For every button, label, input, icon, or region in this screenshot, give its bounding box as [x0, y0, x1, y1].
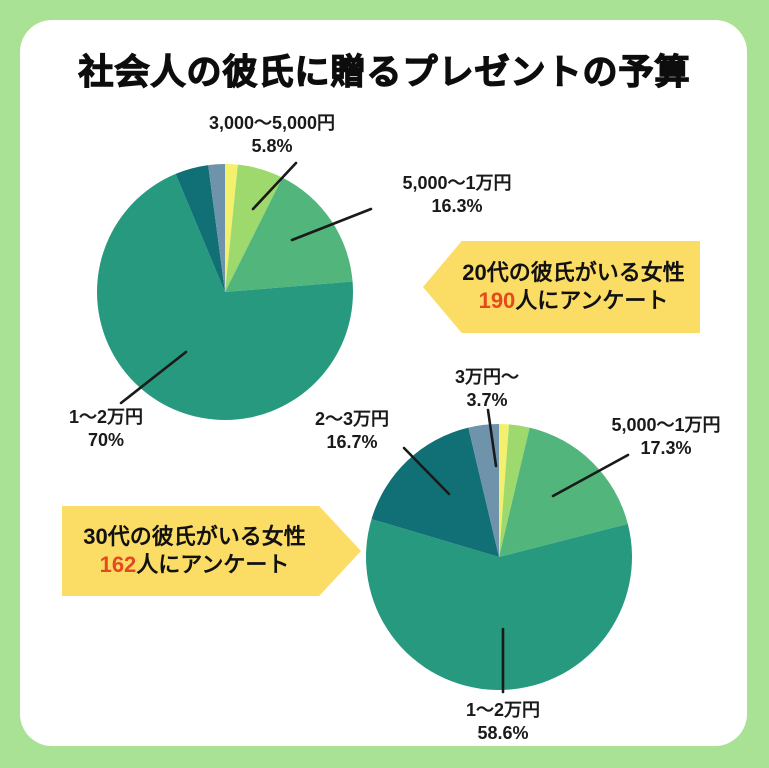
slice-label-name: 1〜2万円 — [68, 407, 144, 427]
leader-line — [251, 161, 298, 211]
slice-label-pct: 58.6% — [477, 723, 529, 743]
page-title: 社会人の彼氏に贈るプレゼントの予算 — [78, 52, 691, 92]
pie-chart-30s — [366, 424, 633, 691]
survey-suffix: 人にアンケート — [515, 288, 669, 313]
slice-label-pct: 3.7% — [466, 390, 508, 410]
leader-line — [119, 350, 188, 405]
slice-label-pct: 16.3% — [431, 196, 483, 216]
slice-label-20s-1-2man: 1〜2万円 70% — [69, 406, 143, 452]
pie-slice-unlabeled-4 — [175, 165, 225, 292]
survey-callout-text: 30代の彼氏がいる女性 162人にアンケート — [62, 523, 361, 579]
pie-slice-unlabeled-0 — [225, 164, 238, 292]
slice-label-name: 1〜2万円 — [465, 700, 541, 720]
survey-callout-30s: 30代の彼氏がいる女性 162人にアンケート — [62, 506, 361, 596]
survey-count: 162 — [99, 552, 137, 577]
survey-line2: 190人にアンケート — [447, 287, 700, 315]
slice-label-name: 2〜3万円 — [314, 409, 390, 429]
survey-line1: 30代の彼氏がいる女性 — [83, 524, 306, 549]
slice-label-30s-5000-1man: 5,000〜1万円 17.3% — [611, 414, 720, 460]
leader-line — [551, 453, 630, 498]
slice-label-30s-3man: 3万円〜 3.7% — [455, 366, 519, 412]
slice-label-pct: 16.7% — [326, 432, 378, 452]
pie-slice-2〜3万円 — [371, 427, 499, 557]
pie-slice-unlabeled-1 — [499, 424, 530, 557]
slice-label-name: 5,000〜1万円 — [402, 173, 512, 193]
pie-slice-1〜2万円 — [366, 519, 633, 691]
slice-label-20s-5000-1man: 5,000〜1万円 16.3% — [402, 172, 511, 218]
leader-lines — [119, 161, 630, 694]
slice-label-pct: 70% — [87, 430, 125, 450]
pie-slice-5,000〜1万円 — [225, 177, 353, 292]
slice-label-30s-2-3man: 2〜3万円 16.7% — [315, 408, 389, 454]
survey-line2: 162人にアンケート — [62, 551, 327, 579]
survey-callout-text: 20代の彼氏がいる女性 190人にアンケート — [423, 259, 700, 315]
slice-label-30s-1-2man: 1〜2万円 58.6% — [466, 699, 540, 745]
slice-label-20s-3000-5000: 3,000〜5,000円 5.8% — [209, 112, 335, 158]
slice-label-pct: 17.3% — [640, 438, 692, 458]
leader-line — [486, 408, 498, 468]
leader-line — [402, 446, 451, 496]
pie-slice-unlabeled-0 — [499, 424, 510, 557]
pie-slice-1〜2万円 — [96, 173, 353, 421]
slice-label-name: 5,000〜1万円 — [611, 415, 721, 435]
slice-label-name: 3万円〜 — [454, 367, 520, 387]
pie-slice-3,000〜5,000円 — [225, 164, 283, 292]
pie-slice-unlabeled-5 — [208, 164, 225, 292]
slice-label-name: 3,000〜5,000円 — [208, 113, 336, 133]
survey-line1: 20代の彼氏がいる女性 — [462, 260, 685, 285]
survey-suffix: 人にアンケート — [136, 552, 290, 577]
pie-slice-3万円〜 — [468, 424, 499, 557]
survey-callout-20s: 20代の彼氏がいる女性 190人にアンケート — [423, 241, 700, 333]
leader-line — [290, 207, 373, 242]
pie-slice-5,000〜1万円 — [499, 427, 628, 557]
slice-label-pct: 5.8% — [251, 136, 293, 156]
pie-chart-20s — [96, 164, 353, 421]
survey-count: 190 — [478, 288, 516, 313]
